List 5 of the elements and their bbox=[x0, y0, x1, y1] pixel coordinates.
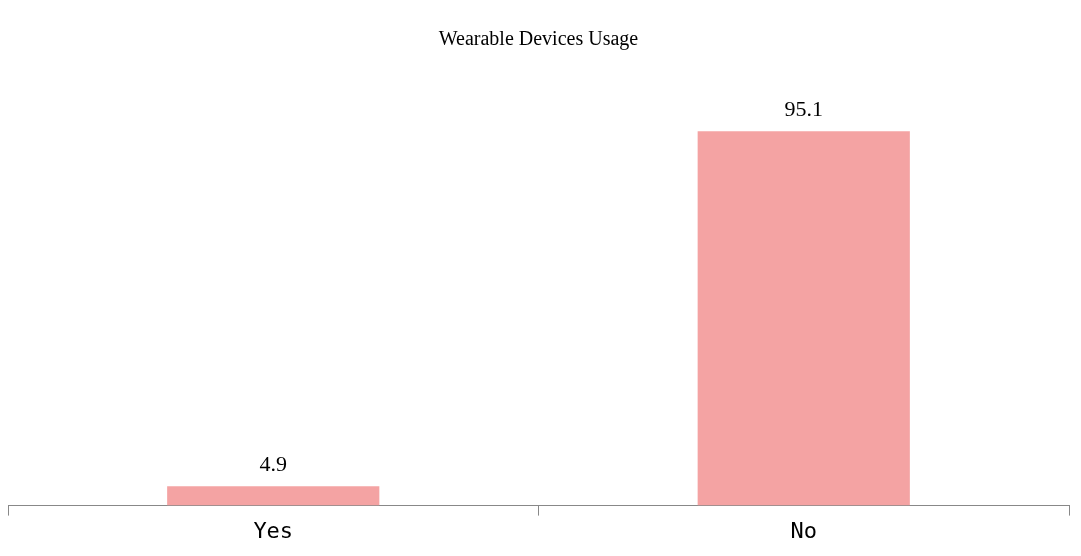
x-tick-label: No bbox=[790, 517, 817, 543]
data-label: 4.9 bbox=[259, 451, 287, 477]
x-tick-label: Yes bbox=[253, 517, 294, 543]
data-label: 95.1 bbox=[784, 96, 823, 122]
chart-title: Wearable Devices Usage bbox=[438, 27, 639, 51]
